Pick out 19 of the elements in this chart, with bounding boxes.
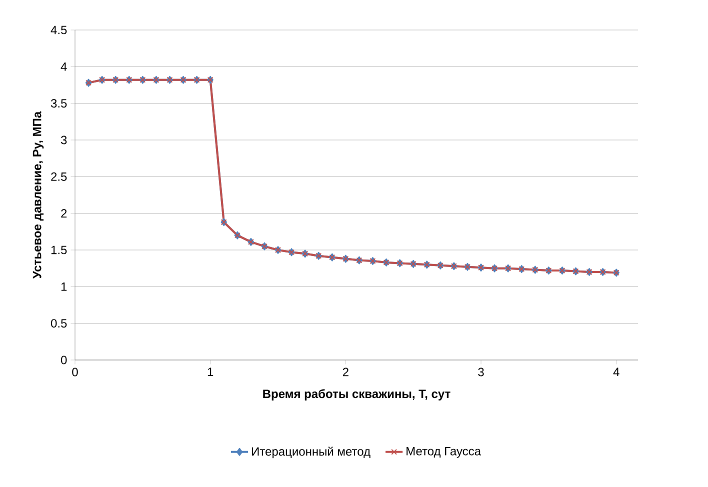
- x-tick-label: 0: [72, 368, 78, 376]
- x-tick-label: 3: [478, 368, 484, 376]
- y-tick-label: 2.5: [51, 172, 67, 181]
- x-tick-label: 2: [342, 368, 348, 376]
- x-tick-label: 4: [613, 368, 620, 376]
- legend-label: Итерационный метод: [252, 446, 370, 458]
- y-tick-label: 2: [61, 209, 67, 218]
- y-tick-label: 1: [61, 282, 67, 291]
- y-tick-label: 4: [60, 62, 67, 71]
- legend-label: Метод Гаусса: [406, 447, 482, 458]
- x-axis-title: Время работы скважины, T, сут: [263, 389, 450, 400]
- y-axis-title: Устьевое давление, Py, МПа: [32, 111, 44, 279]
- y-tick-label: 1.5: [51, 246, 67, 254]
- y-tick-label: 3.5: [50, 99, 67, 108]
- y-tick-label: 3: [60, 136, 67, 144]
- y-tick-label: 0.5: [50, 319, 67, 328]
- x-tick-label: 1: [208, 368, 214, 376]
- y-tick-label: 0: [61, 356, 67, 364]
- y-tick-label: 4.5: [50, 26, 67, 34]
